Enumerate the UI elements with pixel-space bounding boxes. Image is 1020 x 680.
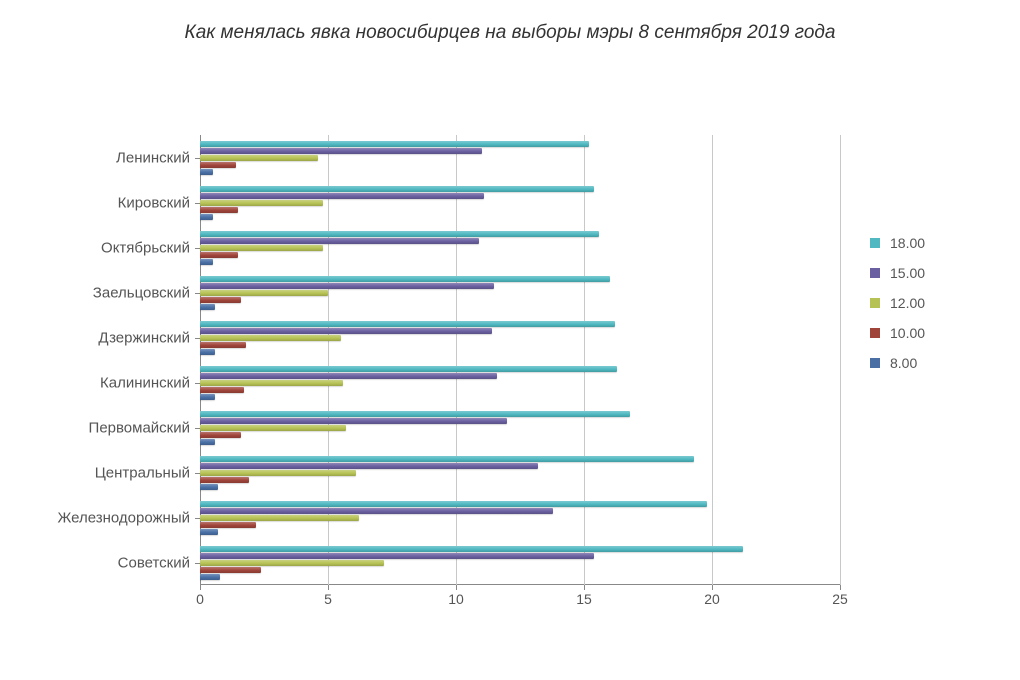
x-tick-mark bbox=[840, 585, 841, 590]
bar bbox=[200, 259, 213, 265]
page: Как менялась явка новосибирцев на выборы… bbox=[0, 0, 1020, 680]
grid-line bbox=[456, 135, 457, 585]
category-label: Дзержинский bbox=[98, 329, 200, 346]
chart-plot: 0510152025ЛенинскийКировскийОктябрьскийЗ… bbox=[200, 135, 840, 585]
bar bbox=[200, 169, 213, 175]
legend-label: 15.00 bbox=[890, 265, 925, 281]
category-label: Кировский bbox=[118, 194, 200, 211]
legend-swatch bbox=[870, 358, 880, 368]
bar bbox=[200, 186, 594, 192]
legend-swatch bbox=[870, 238, 880, 248]
bar bbox=[200, 238, 479, 244]
bar bbox=[200, 297, 241, 303]
legend-item: 12.00 bbox=[870, 295, 925, 311]
legend: 18.00 15.00 12.00 10.00 8.00 bbox=[870, 235, 925, 385]
bar bbox=[200, 207, 238, 213]
chart-area: 0510152025ЛенинскийКировскийОктябрьскийЗ… bbox=[200, 135, 840, 585]
grid-line bbox=[712, 135, 713, 585]
bar bbox=[200, 439, 215, 445]
bar bbox=[200, 515, 359, 521]
bar bbox=[200, 456, 694, 462]
bar bbox=[200, 387, 244, 393]
bar bbox=[200, 349, 215, 355]
bar bbox=[200, 574, 220, 580]
bar bbox=[200, 342, 246, 348]
bar bbox=[200, 231, 599, 237]
bar bbox=[200, 546, 743, 552]
grid-line bbox=[840, 135, 841, 585]
bar bbox=[200, 214, 213, 220]
bar bbox=[200, 470, 356, 476]
bar bbox=[200, 501, 707, 507]
bar bbox=[200, 477, 249, 483]
x-tick-mark bbox=[712, 585, 713, 590]
x-tick-label: 20 bbox=[704, 591, 720, 607]
legend-label: 12.00 bbox=[890, 295, 925, 311]
bar bbox=[200, 411, 630, 417]
bar bbox=[200, 141, 589, 147]
bar bbox=[200, 162, 236, 168]
bar bbox=[200, 148, 482, 154]
x-tick-label: 15 bbox=[576, 591, 592, 607]
x-axis bbox=[200, 584, 840, 585]
legend-item: 8.00 bbox=[870, 355, 925, 371]
category-label: Центральный bbox=[95, 464, 200, 481]
bar bbox=[200, 463, 538, 469]
x-tick-label: 0 bbox=[196, 591, 204, 607]
bar bbox=[200, 484, 218, 490]
category-label: Железнодорожный bbox=[57, 509, 200, 526]
legend-swatch bbox=[870, 328, 880, 338]
category-label: Калининский bbox=[100, 374, 200, 391]
bar bbox=[200, 283, 494, 289]
bar bbox=[200, 380, 343, 386]
grid-line bbox=[584, 135, 585, 585]
x-tick-mark bbox=[200, 585, 201, 590]
legend-label: 18.00 bbox=[890, 235, 925, 251]
legend-item: 10.00 bbox=[870, 325, 925, 341]
bar bbox=[200, 366, 617, 372]
bar bbox=[200, 276, 610, 282]
legend-item: 15.00 bbox=[870, 265, 925, 281]
bar bbox=[200, 522, 256, 528]
legend-swatch bbox=[870, 268, 880, 278]
x-tick-label: 10 bbox=[448, 591, 464, 607]
chart-title: Как менялась явка новосибирцев на выборы… bbox=[0, 22, 1020, 44]
bar bbox=[200, 245, 323, 251]
x-tick-mark bbox=[584, 585, 585, 590]
category-label: Октябрьский bbox=[101, 239, 200, 256]
bar bbox=[200, 290, 328, 296]
bar bbox=[200, 304, 215, 310]
bar bbox=[200, 560, 384, 566]
bar bbox=[200, 418, 507, 424]
category-label: Ленинский bbox=[116, 149, 200, 166]
legend-label: 8.00 bbox=[890, 355, 917, 371]
bar bbox=[200, 432, 241, 438]
bar bbox=[200, 335, 341, 341]
bar bbox=[200, 252, 238, 258]
x-tick-label: 5 bbox=[324, 591, 332, 607]
bar bbox=[200, 193, 484, 199]
category-label: Первомайский bbox=[89, 419, 200, 436]
bar bbox=[200, 200, 323, 206]
bar bbox=[200, 155, 318, 161]
bar bbox=[200, 425, 346, 431]
x-tick-mark bbox=[456, 585, 457, 590]
legend-swatch bbox=[870, 298, 880, 308]
category-label: Советский bbox=[118, 554, 200, 571]
category-label: Заельцовский bbox=[93, 284, 200, 301]
legend-label: 10.00 bbox=[890, 325, 925, 341]
bar bbox=[200, 529, 218, 535]
bar bbox=[200, 373, 497, 379]
bar bbox=[200, 394, 215, 400]
x-tick-mark bbox=[328, 585, 329, 590]
bar bbox=[200, 553, 594, 559]
x-tick-label: 25 bbox=[832, 591, 848, 607]
bar bbox=[200, 321, 615, 327]
bar bbox=[200, 328, 492, 334]
bar bbox=[200, 567, 261, 573]
bar bbox=[200, 508, 553, 514]
legend-item: 18.00 bbox=[870, 235, 925, 251]
